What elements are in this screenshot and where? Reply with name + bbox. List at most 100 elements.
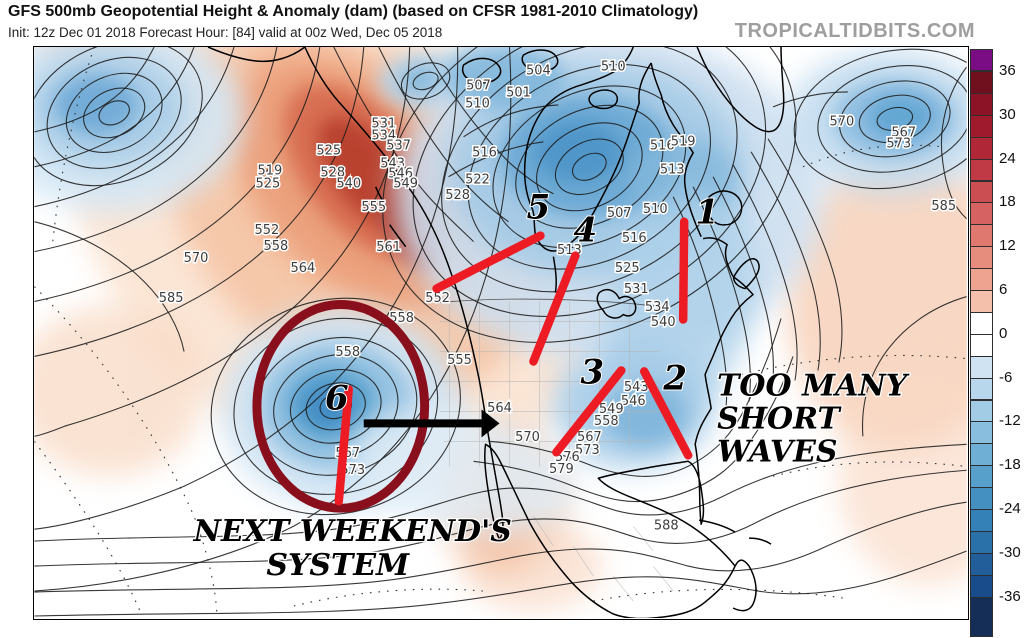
colorbar-tick-label: -12 xyxy=(999,412,1021,430)
contour-label: 573 xyxy=(886,136,911,151)
contour-label: 519 xyxy=(258,163,283,178)
shortwave-number-4: 4 xyxy=(574,211,598,251)
contour-label: 558 xyxy=(264,239,289,254)
contour-label: 570 xyxy=(515,430,540,445)
annotation-text: SHORT xyxy=(717,401,842,436)
map-frame: 519 525 525 528 540 531 534 537 543 546 549 555 561 5… xyxy=(33,46,969,620)
contour-label: 561 xyxy=(376,240,401,255)
contour-label: 528 xyxy=(445,188,470,203)
contour-label: 570 xyxy=(830,114,855,129)
contour-label: 531 xyxy=(624,282,649,297)
contour-label: 516 xyxy=(472,145,497,160)
colorbar-cell xyxy=(970,552,993,576)
colorbar-cap-top xyxy=(970,49,993,71)
colorbar-legend: 36 30 24 18 12 6 0 -6 -12 -18 -24 -30 -36 xyxy=(970,49,1024,637)
shortwave-marker-line xyxy=(552,366,626,457)
contour-label: 555 xyxy=(361,200,386,215)
colorbar-cell xyxy=(970,180,993,204)
colorbar-cell xyxy=(970,399,993,423)
contour-label: 528 xyxy=(320,165,345,180)
colorbar-cell xyxy=(970,224,993,248)
shortwave-number-5: 5 xyxy=(527,188,551,228)
contour-label: 513 xyxy=(660,162,685,177)
colorbar-tick-label: 6 xyxy=(999,281,1008,298)
contour-label: 522 xyxy=(465,172,490,187)
colorbar-cell xyxy=(970,487,993,510)
colorbar-cell xyxy=(970,71,993,94)
shortwave-marker-line xyxy=(529,251,580,366)
colorbar-cell xyxy=(970,465,993,489)
contour-label: 507 xyxy=(466,78,491,93)
contour-layer xyxy=(34,47,967,617)
contour-label: 546 xyxy=(388,166,413,181)
annotation-text: WAVES xyxy=(717,434,837,469)
contour-label: 543 xyxy=(380,156,405,171)
contour-label: 531 xyxy=(371,116,396,131)
colorbar-cell xyxy=(970,246,993,270)
init-forecast-valid-line: Init: 12z Dec 01 2018 Forecast Hour: [84… xyxy=(8,25,443,40)
colorbar-tick-label: -36 xyxy=(999,587,1021,605)
colorbar-cell xyxy=(970,202,993,226)
contour-labels-layer: 5195255255285405315345375435465495555615… xyxy=(157,58,957,535)
page-title: GFS 500mb Geopotential Height & Anomaly … xyxy=(8,3,699,20)
colorbar-cell xyxy=(970,377,993,401)
coastline-layer xyxy=(207,47,785,618)
colorbar-cell xyxy=(970,530,993,554)
contour-label: 555 xyxy=(447,353,472,368)
contour-label: 552 xyxy=(255,223,280,238)
contour-label: 525 xyxy=(615,261,640,276)
colorbar-tick-label: -18 xyxy=(999,456,1021,474)
contour-label: 549 xyxy=(599,402,624,417)
contour-label: 573 xyxy=(575,443,600,458)
graticule-layer xyxy=(34,47,965,617)
contour-label: 588 xyxy=(654,519,679,534)
colorbar-tick-label: 18 xyxy=(999,193,1016,211)
anomaly-fill-layer xyxy=(34,47,967,612)
shortwave-number-2: 2 xyxy=(662,358,687,398)
colorbar-cell xyxy=(970,92,993,116)
colorbar-cell xyxy=(970,421,993,445)
shortwave-marker-line xyxy=(432,231,545,293)
contour-label: 507 xyxy=(607,206,632,221)
shortwave-marker-line xyxy=(640,367,693,460)
weather-map-canvas: 5195255255285405315345375435465495555615… xyxy=(34,47,967,618)
contour-label: 585 xyxy=(931,199,956,214)
contour-label: 543 xyxy=(624,380,649,395)
contour-label: 567 xyxy=(577,430,602,445)
colorbar-cell xyxy=(970,136,993,160)
contour-label: 570 xyxy=(184,251,209,266)
annotation-text: SYSTEM xyxy=(266,548,410,583)
contour-label: 525 xyxy=(256,176,281,191)
colorbar-tick-label: -24 xyxy=(999,500,1021,517)
colorbar-tick-label: -30 xyxy=(999,543,1021,561)
colorbar-tick-label: 36 xyxy=(999,62,1016,79)
contour-label: 564 xyxy=(290,261,315,276)
annotation-text: TOO MANY xyxy=(717,368,910,403)
colorbar-tick-label: 24 xyxy=(999,149,1016,167)
colorbar-tick-label: 30 xyxy=(999,105,1016,123)
colorbar-tick-label: 0 xyxy=(999,324,1008,342)
shortwave-number-1: 1 xyxy=(695,193,719,233)
contour-label: 549 xyxy=(393,176,418,191)
colorbar-cell xyxy=(970,333,993,357)
watermark-tropicaltidbits: TROPICALTIDBITS.COM xyxy=(734,20,975,42)
contour-label: 534 xyxy=(645,300,670,315)
contour-label: 564 xyxy=(487,401,512,416)
shortwave-marker-line xyxy=(678,217,689,324)
contour-label: 519 xyxy=(671,134,696,149)
contour-label: 510 xyxy=(643,202,668,217)
contour-label: 567 xyxy=(891,125,916,140)
contour-label: 516 xyxy=(622,231,647,246)
shortwave-number-3: 3 xyxy=(581,352,605,392)
colorbar-cell xyxy=(970,443,993,467)
contour-label: 525 xyxy=(316,143,341,158)
contour-label: 516 xyxy=(650,138,675,153)
contour-label: 510 xyxy=(601,59,626,74)
colorbar-tick-label: 12 xyxy=(999,237,1016,255)
colorbar-cell xyxy=(970,290,993,313)
annotation-text: NEXT WEEKEND'S xyxy=(193,514,512,549)
colorbar-cell xyxy=(970,158,993,182)
contour-label: 504 xyxy=(526,63,551,78)
